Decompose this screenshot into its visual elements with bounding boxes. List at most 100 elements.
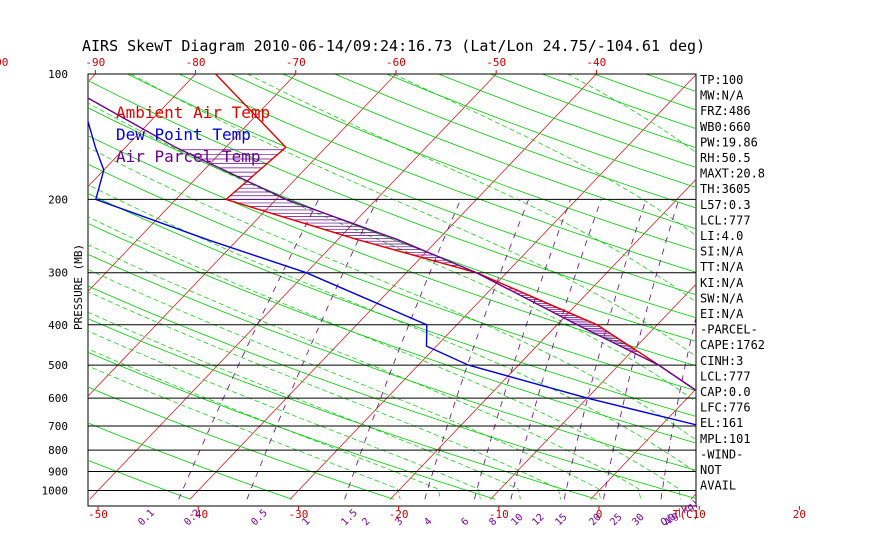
bottom-temp-tick-label: 20 <box>793 508 806 521</box>
mixing-ratio-label: 1.5 <box>339 508 360 529</box>
isotherm-line <box>189 74 597 500</box>
mixing-ratio-line <box>800 199 842 499</box>
bottom-temp-tick-label: 10 <box>693 508 706 521</box>
mixing-ratio-line <box>847 199 870 499</box>
index-item: PW:19.86 <box>700 135 758 149</box>
legend-entry: Air Parcel Temp <box>116 147 261 166</box>
moist-adiabat <box>88 291 561 500</box>
legend-entry: Dew Point Temp <box>116 125 251 144</box>
y-axis-label: PRESSURE (MB) <box>72 244 85 330</box>
series-line <box>88 97 696 392</box>
index-item: LCL:777 <box>700 369 751 383</box>
mixing-ratio-label: 15 <box>553 512 569 528</box>
moist-adiabat <box>88 365 401 500</box>
dry-adiabat <box>88 223 696 444</box>
index-item: TT:N/A <box>700 260 744 274</box>
index-item: -PARCEL- <box>700 323 758 337</box>
mixing-ratio-line <box>765 199 813 499</box>
bottom-temp-tick-label: T(C) <box>673 508 700 521</box>
dry-adiabat <box>88 135 696 367</box>
top-temp-tick-label: -50 <box>486 56 506 69</box>
dry-adiabat <box>490 74 696 149</box>
axes: 1002003004005006007008009001000-120-110-… <box>0 56 806 529</box>
top-temp-tick-label: -100 <box>0 56 8 69</box>
moist-adiabat <box>88 146 696 441</box>
index-item: NOT <box>700 463 722 477</box>
mixing-ratio-line <box>474 199 571 500</box>
mixing-ratio-label: 12 <box>530 512 546 528</box>
dry-adiabat <box>88 422 293 500</box>
isotherm-line <box>89 74 497 500</box>
top-temp-tick-label: -80 <box>186 56 206 69</box>
dry-adiabat <box>88 351 496 500</box>
index-item: LI:4.0 <box>700 229 743 243</box>
top-temp-tick-label: -60 <box>386 56 406 69</box>
index-item: AVAIL <box>700 479 736 493</box>
dry-adiabat <box>127 74 696 296</box>
pressure-tick-label: 500 <box>48 359 68 372</box>
mixing-ratio-line <box>424 199 529 500</box>
series-line <box>215 74 696 392</box>
top-temp-tick-label: -70 <box>286 56 306 69</box>
dry-adiabat <box>334 74 696 209</box>
bottom-temp-tick-label: -40 <box>188 508 208 521</box>
dry-adiabat <box>230 74 696 251</box>
isotherm-line <box>590 388 696 500</box>
index-item: MAXT:20.8 <box>700 167 765 181</box>
index-item: RH:50.5 <box>700 151 751 165</box>
moist-adiabat <box>88 244 642 500</box>
moist-adiabat <box>393 74 696 236</box>
dry-adiabat <box>88 253 696 471</box>
dry-adiabat <box>88 107 696 342</box>
mixing-ratio-line <box>510 199 602 500</box>
moist-adiabat <box>88 268 601 500</box>
series-line <box>88 118 696 426</box>
dry-adiabat <box>179 74 696 273</box>
mixing-ratio-label: 10 <box>509 512 525 528</box>
dry-adiabat <box>88 318 598 500</box>
moist-adiabat <box>247 74 696 303</box>
index-item: SI:N/A <box>700 245 744 259</box>
index-item: CAPE:1762 <box>700 338 765 352</box>
dry-adiabat <box>88 192 696 417</box>
pressure-tick-label: 900 <box>48 465 68 478</box>
isotherm-line <box>791 74 870 499</box>
isotherm-line <box>88 74 397 397</box>
sounding-series <box>88 74 696 426</box>
pressure-tick-label: 300 <box>48 267 68 280</box>
index-item: SW:N/A <box>700 291 744 305</box>
mixing-ratio-label: 25 <box>608 512 624 528</box>
bottom-temp-tick-label: -50 <box>88 508 108 521</box>
dry-adiabat <box>88 79 696 319</box>
mixing-ratio-label: 30 <box>630 512 646 528</box>
mixing-ratio-label: 1 <box>300 516 312 528</box>
index-item: CAP:0.0 <box>700 385 751 399</box>
chart-title: AIRS SkewT Diagram 2010-06-14/09:24:16.7… <box>82 37 705 55</box>
bottom-temp-tick-label: -30 <box>288 508 308 521</box>
mixing-ratio-line <box>603 199 680 500</box>
index-item: TH:3605 <box>700 182 751 196</box>
top-temp-tick-label: -40 <box>586 56 606 69</box>
mixing-ratio-line <box>660 315 696 500</box>
index-item: EI:N/A <box>700 307 744 321</box>
index-item: LCL:777 <box>700 213 751 227</box>
pressure-tick-label: 200 <box>48 193 68 206</box>
mixing-ratio-line <box>178 199 319 500</box>
moist-adiabat <box>88 311 521 500</box>
mixing-ratio-label: 0.5 <box>249 508 270 529</box>
moist-adiabat <box>88 102 696 403</box>
dry-adiabat <box>282 74 696 230</box>
moist-adiabat <box>88 348 441 500</box>
pressure-tick-label: 600 <box>48 392 68 405</box>
bottom-temp-tick-label: -10 <box>489 508 509 521</box>
pressure-tick-label: 1000 <box>42 485 69 498</box>
mixing-ratio-line <box>563 199 647 500</box>
mixing-ratio-line <box>246 199 378 500</box>
pressure-tick-label: 100 <box>48 68 68 81</box>
legend: Ambient Air Temp Dew Point Temp Air Parcel… <box>116 103 270 166</box>
pressure-tick-label: 800 <box>48 444 68 457</box>
dry-adiabat <box>88 459 191 500</box>
top-temp-tick-label: -90 <box>85 56 105 69</box>
isotherm-line <box>389 178 696 500</box>
